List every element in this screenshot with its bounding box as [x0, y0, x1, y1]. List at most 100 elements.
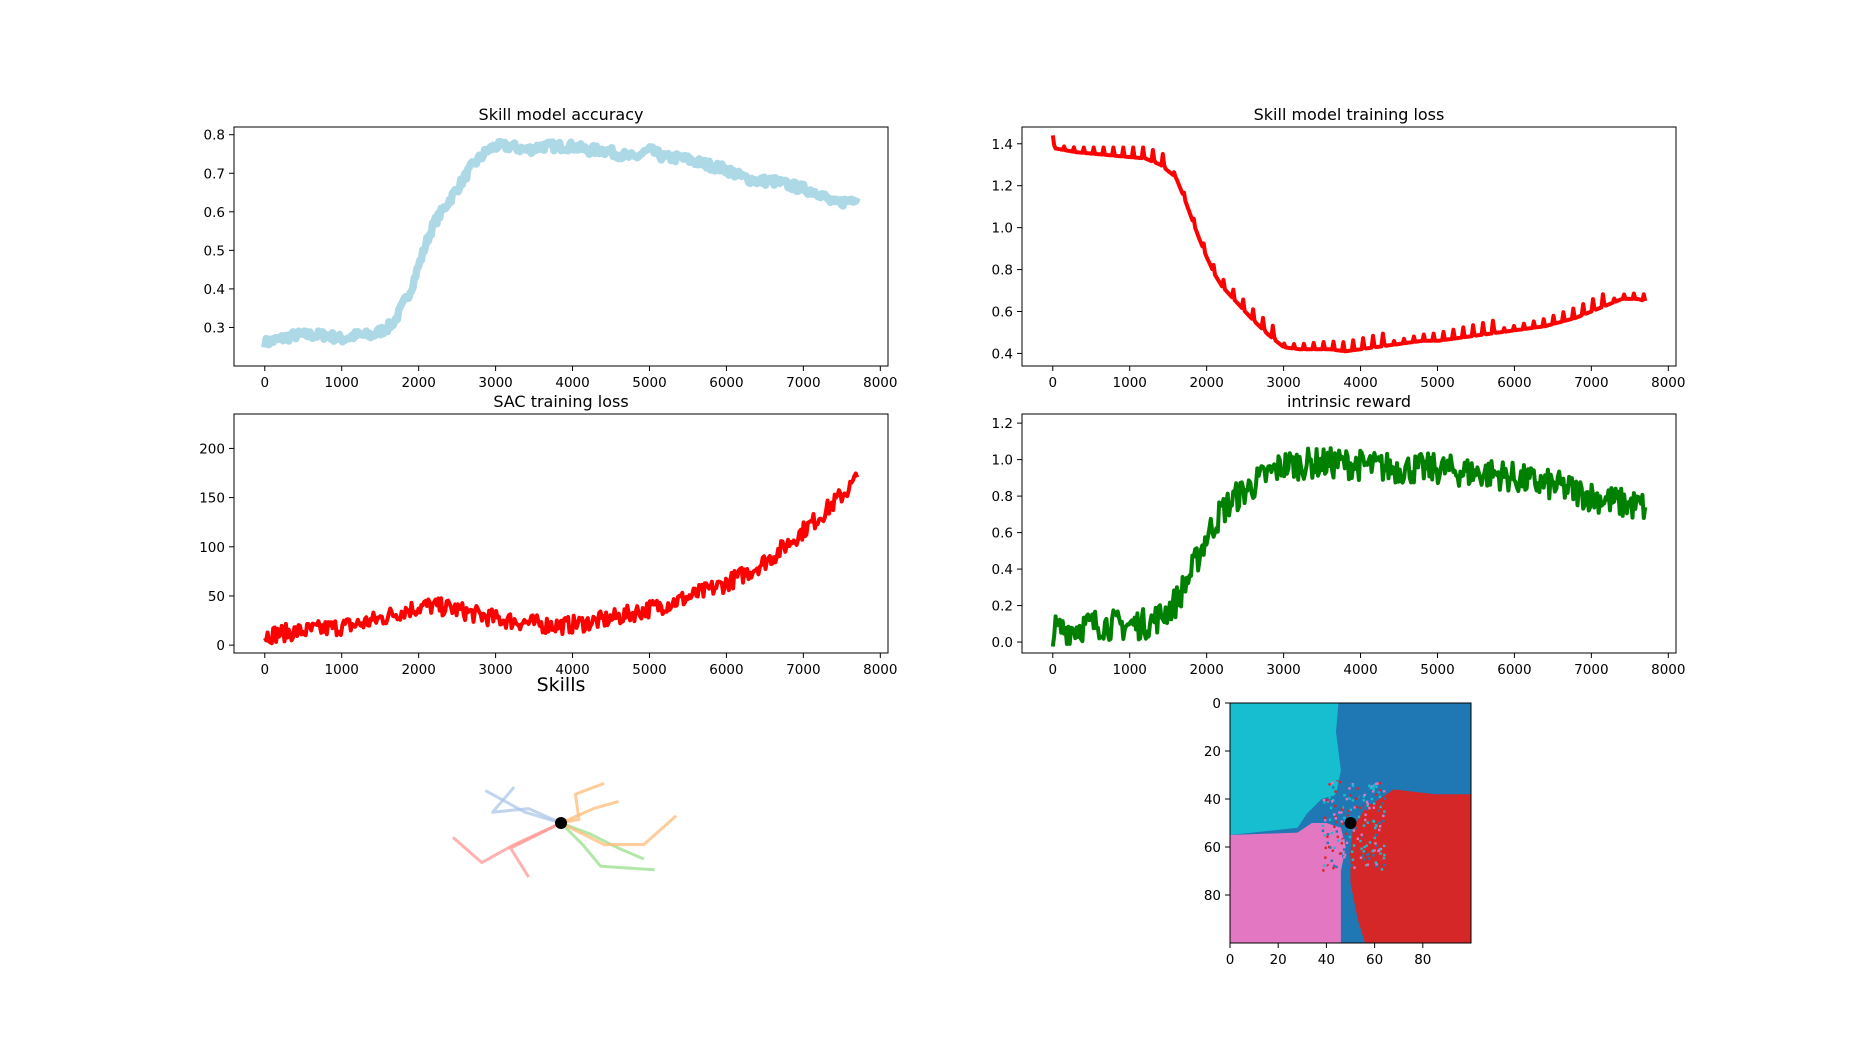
heatmap-cell: [1366, 869, 1369, 872]
heatmap-cell: [1330, 831, 1334, 835]
heatmap-cell: [1326, 864, 1330, 867]
heatmap-cell: [1379, 852, 1382, 855]
y-axis: 0.3 0.4 0.5 0.6 0.7 0.8: [204, 128, 234, 336]
heatmap-cell: [1378, 848, 1381, 851]
x-axis: 0 1000 2000 3000 4000 5000 6000 7000 8000: [260, 366, 897, 391]
heatmap-cell: [1339, 780, 1342, 784]
x-tick-label: 8000: [1651, 662, 1685, 678]
heatmap-cell: [1350, 807, 1353, 810]
heatmap-cell: [1378, 821, 1381, 825]
heatmap-cell: [1362, 795, 1366, 798]
heatmap-cell: [1330, 859, 1333, 862]
heatmap-cell: [1364, 813, 1367, 816]
heatmap-cell: [1348, 797, 1351, 800]
y-tick-label: 0.2: [992, 599, 1013, 615]
heatmap-cell: [1350, 864, 1353, 867]
heatmap-cell: [1327, 800, 1330, 803]
heatmap-cell: [1370, 797, 1374, 801]
heatmap-cell: [1371, 790, 1375, 793]
y-tick-label: 50: [208, 589, 225, 605]
heatmap-cell: [1335, 781, 1338, 784]
y-tick-label: 0.6: [992, 526, 1013, 542]
heatmap-cell: [1339, 806, 1343, 809]
heatmap-cell: [1328, 854, 1331, 857]
x-tick-label: 1000: [1113, 662, 1147, 678]
y-tick-label: 60: [1204, 840, 1221, 856]
heatmap-cell: [1357, 789, 1361, 793]
series-line: [261, 137, 861, 349]
heatmap-cell: [1359, 856, 1363, 859]
chart-title: Skill model training loss: [1254, 105, 1445, 124]
heatmap-cell: [1372, 786, 1375, 790]
heatmap-cell: [1354, 826, 1357, 830]
heatmap-cell: [1334, 833, 1337, 837]
heatmap-cell: [1348, 809, 1351, 813]
y-tick-label: 20: [1204, 744, 1221, 760]
y-tick-label: 0.0: [992, 635, 1013, 651]
x-tick-label: 0: [1048, 662, 1057, 678]
heatmap-cell: [1342, 839, 1345, 842]
heatmap-cell: [1351, 802, 1354, 805]
heatmap-cell: [1377, 809, 1380, 812]
heatmap-cell: [1340, 811, 1343, 814]
x-tick-label: 5000: [1420, 662, 1454, 678]
x-tick-label: 0: [260, 375, 269, 391]
heatmap-cell: [1381, 802, 1384, 805]
heatmap-cell: [1373, 836, 1376, 840]
x-tick-label: 5000: [632, 662, 666, 678]
heatmap-cell: [1362, 799, 1365, 802]
heatmap-cell: [1360, 833, 1363, 836]
skill-trajectory: [560, 799, 620, 825]
heatmap-cell: [1343, 816, 1346, 820]
y-tick-label: 1.2: [992, 179, 1013, 195]
x-tick-label: 8000: [1651, 375, 1685, 391]
heatmap-cell: [1338, 838, 1341, 842]
heatmap-cell: [1330, 800, 1334, 803]
heatmap-cell: [1322, 869, 1325, 872]
heatmap-cell: [1371, 838, 1375, 842]
y-tick-label: 0.4: [992, 562, 1013, 578]
heatmap-cell: [1328, 800, 1332, 804]
heatmap-cell: [1375, 863, 1378, 866]
heatmap-cell: [1353, 806, 1356, 809]
heatmap-cell: [1334, 790, 1337, 793]
y-tick-label: 1.4: [992, 137, 1013, 153]
heatmap-cell: [1375, 785, 1378, 788]
heatmap-cell: [1337, 864, 1341, 867]
y-tick-label: 0.4: [204, 282, 225, 298]
heatmap-cell: [1351, 799, 1355, 802]
heatmap-cell: [1364, 818, 1367, 822]
x-axis: 0 1000 2000 3000 4000 5000 6000 7000 8000: [1048, 366, 1685, 391]
heatmap-cell: [1382, 856, 1386, 860]
heatmap-cell: [1348, 787, 1351, 790]
heatmap-cell: [1362, 824, 1366, 827]
sac-training-loss-chart: SAC training loss 0 1000 2000 3000 4000 5000 6…: [199, 392, 897, 678]
heatmap-cell: [1365, 800, 1369, 804]
heatmap-cell: [1354, 797, 1358, 800]
heatmap-cell: [1351, 783, 1355, 786]
heatmap-cell: [1378, 841, 1381, 845]
heatmap-cell: [1366, 863, 1370, 866]
heatmap-cell: [1372, 788, 1376, 791]
heatmap-cell: [1351, 858, 1355, 861]
heatmap-cell: [1381, 798, 1385, 802]
heatmap-cell: [1345, 841, 1349, 845]
heatmap-cell: [1345, 797, 1348, 801]
heatmap-cell: [1377, 849, 1380, 853]
x-tick-label: 4000: [1343, 662, 1377, 678]
heatmap-cell: [1374, 793, 1378, 797]
y-tick-label: 0.4: [992, 346, 1013, 362]
heatmap-cell: [1366, 802, 1369, 806]
heatmap-cell: [1332, 786, 1335, 789]
heatmap-cell: [1372, 784, 1376, 787]
y-axis: 0 50 100 150 200: [199, 441, 234, 654]
heatmap-cell: [1340, 842, 1344, 845]
heatmap-cell: [1343, 853, 1347, 857]
heatmap-cell: [1336, 835, 1339, 839]
heatmap-cell: [1322, 798, 1326, 802]
heatmap-cell: [1356, 837, 1360, 841]
chart-title: Skill model accuracy: [479, 105, 644, 124]
heatmap-cell: [1360, 803, 1363, 807]
heatmap-cell: [1360, 847, 1363, 850]
x-axis: 0 1000 2000 3000 4000 5000 6000 7000 8000: [260, 653, 897, 678]
